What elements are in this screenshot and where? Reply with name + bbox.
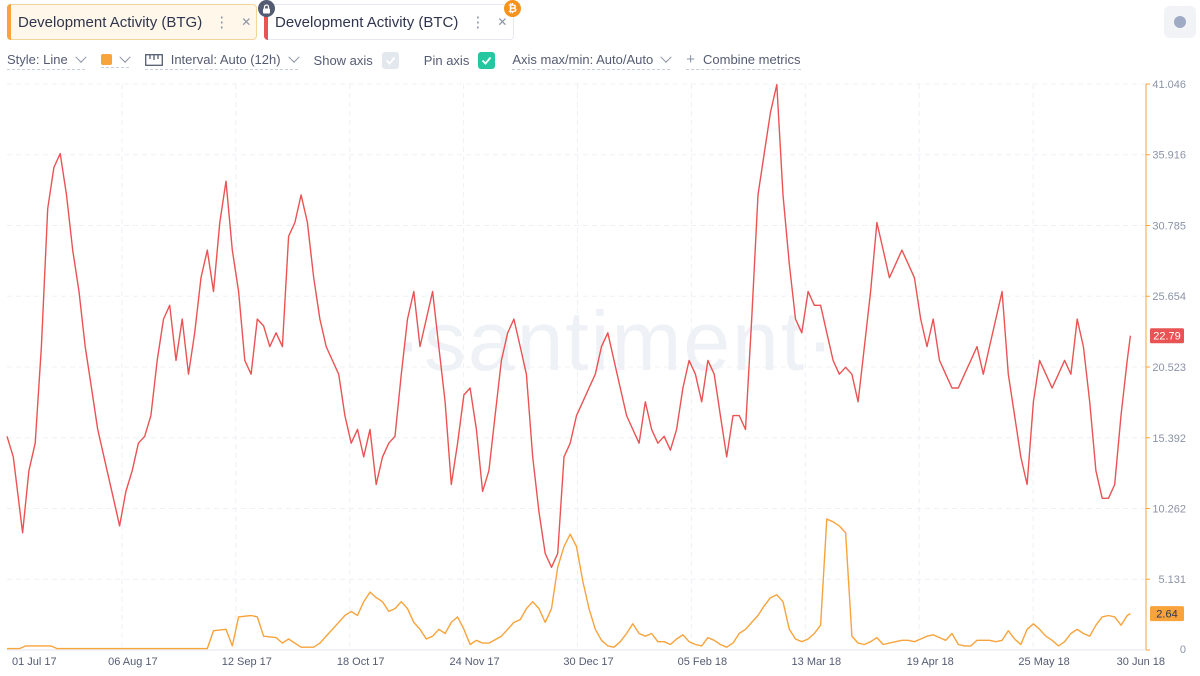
close-icon[interactable]: ✕: [241, 15, 252, 29]
chevron-down-icon: [119, 51, 131, 63]
chevron-down-icon: [660, 51, 672, 63]
last-value-label: 2.64: [1156, 609, 1177, 621]
y-tick-label: 10.262: [1152, 503, 1186, 515]
more-vertical-icon[interactable]: ⋮: [214, 13, 230, 31]
last-value-badge: [1150, 328, 1184, 344]
interval-dropdown[interactable]: Interval: Auto (12h): [144, 51, 300, 70]
btg-activity-line: [7, 518, 1131, 650]
style-dropdown[interactable]: Style: Line: [7, 51, 87, 70]
y-tick-label: 15.392: [1152, 433, 1186, 445]
y-tick-label: 35.916: [1152, 150, 1186, 162]
style-label: Style: Line: [7, 52, 68, 67]
chart-status-button[interactable]: [1164, 6, 1196, 38]
chart-toolbar: Style: Line Interval: Auto (12h) Show ax…: [7, 50, 801, 72]
chevron-down-icon: [287, 51, 300, 63]
axis-range-label: Axis max/min: Auto/Auto: [512, 52, 654, 67]
y-tick-label: 20.523: [1152, 362, 1186, 374]
ruler-icon: [144, 53, 163, 66]
y-tick-label: 25.654: [1152, 291, 1186, 303]
metric-tabs: Development Activity (BTG) ⋮ ✕ Developme…: [7, 0, 521, 40]
y-tick-label: 41.046: [1152, 79, 1186, 91]
pin-axis-label: Pin axis: [423, 52, 470, 68]
combine-metrics-button[interactable]: + Combine metrics: [686, 51, 801, 70]
x-tick-label: 30 Jun 18: [1117, 656, 1165, 668]
status-dot-icon: [1174, 16, 1186, 28]
x-tick-label: 06 Aug 17: [108, 656, 158, 668]
color-swatch-icon: [100, 54, 112, 65]
y-tick-label: 5.131: [1158, 574, 1186, 586]
metric-tab-btc[interactable]: Development Activity (BTC) ⋮ ✕ ₿: [258, 0, 521, 40]
combine-metrics-label: Combine metrics: [703, 52, 801, 67]
last-value-badge: [1150, 606, 1184, 622]
bitcoin-icon: ₿: [504, 0, 521, 17]
x-tick-label: 05 Feb 18: [678, 656, 728, 668]
show-axis-toggle[interactable]: Show axis: [313, 51, 399, 71]
x-tick-label: 25 May 18: [1018, 656, 1069, 668]
x-tick-label: 13 Mar 18: [792, 656, 842, 668]
x-tick-label: 18 Oct 17: [337, 656, 385, 668]
interval-label: Interval: Auto (12h): [170, 52, 281, 67]
pin-axis-checkbox[interactable]: [478, 51, 496, 69]
plus-icon: +: [686, 51, 695, 68]
pin-axis-toggle[interactable]: Pin axis: [423, 51, 496, 71]
more-vertical-icon[interactable]: ⋮: [470, 13, 486, 31]
development-activity-chart[interactable]: ·santiment· 41.046 35.916 30.785 25.654 20.5…: [0, 78, 1200, 676]
x-tick-label: 12 Sep 17: [222, 656, 272, 668]
close-icon[interactable]: ✕: [497, 15, 508, 29]
x-tick-label: 19 Apr 18: [907, 656, 954, 668]
y-tick-label: 30.785: [1152, 220, 1186, 232]
x-tick-label: 01 Jul 17: [12, 656, 57, 668]
metric-tab-label: Development Activity (BTC): [275, 13, 459, 31]
show-axis-label: Show axis: [313, 52, 373, 68]
axis-range-dropdown[interactable]: Axis max/min: Auto/Auto: [512, 51, 672, 70]
btc-activity-line: [6, 83, 1132, 568]
x-tick-label: 30 Dec 17: [563, 656, 613, 668]
santiment-watermark: ·santiment·: [394, 294, 836, 388]
metric-tab-label: Development Activity (BTG): [18, 13, 203, 31]
last-value-label: 22.79: [1153, 331, 1181, 343]
y-tick-label: 0: [1180, 644, 1186, 656]
metric-color-stripe: [7, 4, 11, 40]
x-tick-label: 24 Nov 17: [450, 656, 500, 668]
lock-icon: [258, 0, 275, 17]
color-dropdown[interactable]: [100, 51, 131, 68]
metric-tab-btg[interactable]: Development Activity (BTG) ⋮ ✕: [7, 4, 257, 40]
show-axis-checkbox[interactable]: [381, 51, 399, 69]
metric-color-stripe: [264, 4, 268, 40]
chevron-down-icon: [75, 51, 87, 63]
